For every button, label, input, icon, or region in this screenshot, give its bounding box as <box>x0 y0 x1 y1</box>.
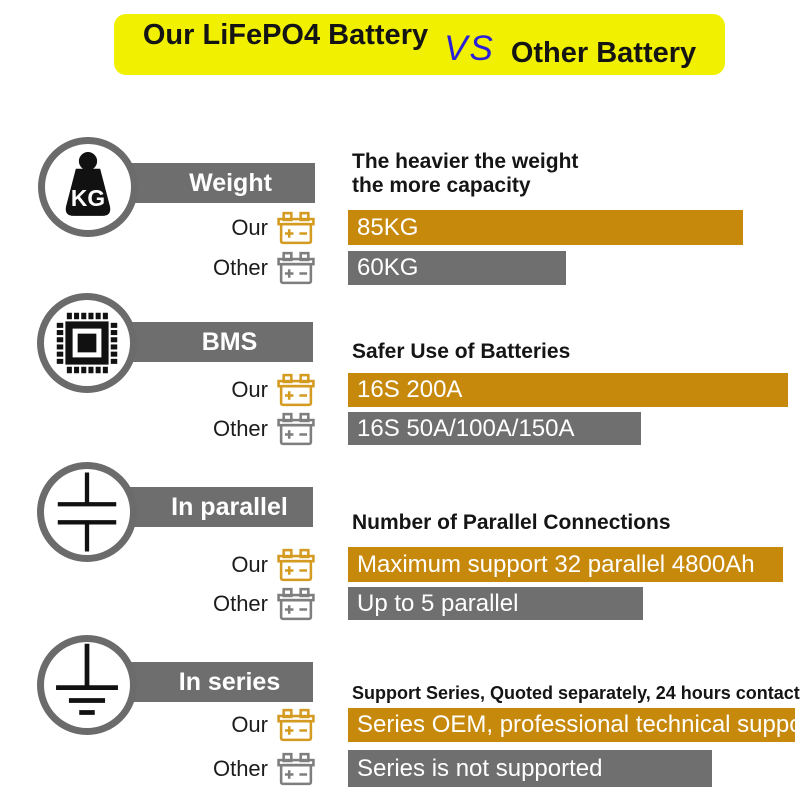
vs-label: VS <box>444 28 495 68</box>
section-title-bar: In series <box>120 662 313 702</box>
section-heading: Safer Use of Batteries <box>352 340 570 364</box>
title-our-battery: Our LiFePO4 Battery <box>142 19 429 51</box>
our-value: 85KG <box>357 213 419 241</box>
capacitor-icon <box>57 472 117 552</box>
battery-icon-other <box>276 587 316 621</box>
battery-icon-other <box>276 251 316 285</box>
other-value-bar: 60KG <box>348 251 566 285</box>
heading-line: the more capacity <box>352 173 531 197</box>
battery-icon-other <box>276 752 316 786</box>
other-label: Other <box>212 590 268 616</box>
other-label: Other <box>212 415 268 441</box>
other-row: Other <box>116 587 316 620</box>
our-row: Our <box>116 373 316 407</box>
heading-line: Number of Parallel Connections <box>352 511 671 534</box>
series-circle-badge <box>37 635 137 735</box>
other-row: Other <box>116 750 316 787</box>
section-title-bar: In parallel <box>120 487 313 527</box>
our-label: Our <box>231 214 268 240</box>
section-title-bar: BMS <box>120 322 313 362</box>
other-value-bar: 16S 50A/100A/150A <box>348 412 641 445</box>
weight-circle-badge: KG <box>38 137 138 237</box>
section-title: BMS <box>201 327 258 356</box>
our-row: Our <box>116 210 316 245</box>
battery-icon-other <box>276 412 316 446</box>
our-row: Our <box>116 708 316 742</box>
parallel-circle-badge <box>37 462 137 562</box>
other-row: Other <box>116 251 316 285</box>
heading-line: Safer Use of Batteries <box>352 340 571 363</box>
battery-icon-our <box>276 211 316 245</box>
other-label: Other <box>212 755 268 781</box>
section-heading: Support Series, Quoted separately, 24 ho… <box>352 683 800 703</box>
our-value: Maximum support 32 parallel 4800Ah <box>357 550 755 578</box>
bms-circle-badge <box>37 293 137 393</box>
svg-text:KG: KG <box>71 185 105 211</box>
battery-icon-our <box>276 708 316 742</box>
heading-line: Support Series, Quoted separately, 24 ho… <box>352 683 800 703</box>
other-value: 16S 50A/100A/150A <box>357 414 575 442</box>
our-value-bar: 85KG <box>348 210 743 245</box>
section-title: Weight <box>189 168 272 197</box>
title-other-battery: Other Battery <box>510 37 697 69</box>
other-value-bar: Up to 5 parallel <box>348 587 643 620</box>
other-value: 60KG <box>357 254 419 281</box>
battery-icon-our <box>276 373 316 407</box>
our-label: Our <box>231 712 268 737</box>
our-label: Our <box>231 551 268 577</box>
ground-icon <box>56 643 118 715</box>
section-title: In parallel <box>171 492 288 521</box>
our-value: Series OEM, professional technical suppo… <box>357 711 795 738</box>
heading-line: The heavier the weight <box>352 150 579 173</box>
other-row: Other <box>116 412 316 445</box>
chip-icon <box>56 312 118 374</box>
section-heading: Number of Parallel Connections <box>352 511 671 535</box>
our-value-bar: Series OEM, professional technical suppo… <box>348 708 795 742</box>
other-value: Up to 5 parallel <box>357 589 519 617</box>
our-value-bar: Maximum support 32 parallel 4800Ah <box>348 547 783 582</box>
our-row: Our <box>116 547 316 582</box>
battery-icon-our <box>276 548 316 582</box>
other-value: Series is not supported <box>357 754 603 782</box>
section-heading: The heavier the weight the more capacity <box>352 150 578 197</box>
section-title: In series <box>178 667 281 696</box>
our-value-bar: 16S 200A <box>348 373 788 407</box>
other-label: Other <box>212 255 268 280</box>
kg-weight-icon: KG <box>65 152 111 216</box>
our-value: 16S 200A <box>357 376 463 403</box>
our-label: Our <box>231 377 268 402</box>
section-title-bar: Weight <box>120 163 315 203</box>
header-banner: Our LiFePO4 Battery VS Other Battery <box>114 14 725 75</box>
other-value-bar: Series is not supported <box>348 750 712 787</box>
